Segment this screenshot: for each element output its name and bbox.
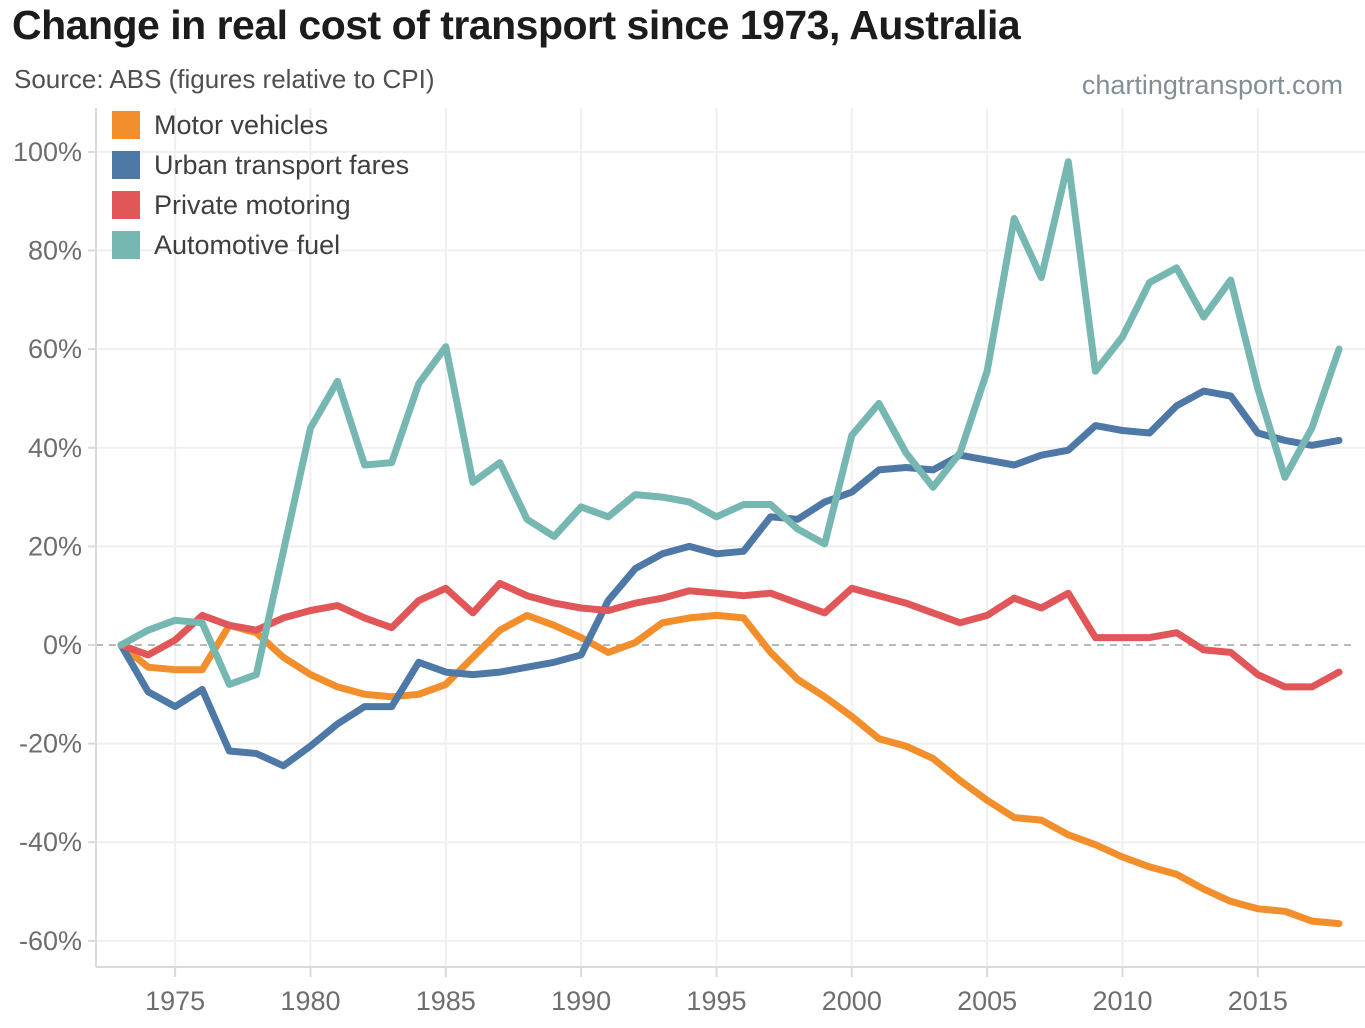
legend-swatch-private-motoring: [112, 191, 140, 219]
axis-layer: 1975 1980 1985 1990 1995 2000 2005 2010 2015 100%…: [13, 108, 1365, 1016]
legend-label: Motor vehicles: [154, 110, 329, 140]
legend-label: Private motoring: [154, 190, 351, 220]
x-tick-label: 1985: [416, 986, 476, 1016]
legend-swatch-motor-vehicles: [112, 111, 140, 139]
y-tick-label: -40%: [19, 827, 82, 857]
grid-layer: [96, 108, 1365, 967]
y-tick-label: 80%: [28, 236, 82, 266]
series-line-urban-transport-fares: [117, 387, 1343, 770]
legend-item-automotive-fuel: Automotive fuel: [112, 231, 409, 259]
watermark-text: chartingtransport.com: [1081, 70, 1343, 100]
chart-legend: Motor vehicles Urban transport fares Pri…: [112, 111, 409, 259]
legend-item-private-motoring: Private motoring: [112, 191, 409, 219]
y-tick-label: -20%: [19, 729, 82, 759]
x-tick-label: 2010: [1092, 986, 1152, 1016]
legend-item-urban-transport-fares: Urban transport fares: [112, 151, 409, 179]
series-line-motor-vehicles: [117, 611, 1343, 928]
y-tick-label: 40%: [28, 433, 82, 463]
x-tick-label: 1995: [686, 986, 746, 1016]
chart-title: Change in real cost of transport since 1…: [12, 2, 1021, 48]
y-tick-label: 60%: [28, 334, 82, 364]
x-tick-label: 2000: [822, 986, 882, 1016]
legend-item-motor-vehicles: Motor vehicles: [112, 111, 409, 139]
series-layer: [117, 158, 1343, 928]
legend-label: Automotive fuel: [154, 230, 341, 260]
legend-label: Urban transport fares: [154, 150, 410, 180]
chart-source-note: Source: ABS (figures relative to CPI): [14, 64, 435, 94]
y-tick-label: 100%: [13, 137, 82, 167]
series-line-automotive-fuel: [117, 158, 1343, 688]
legend-swatch-urban-transport-fares: [112, 151, 140, 179]
y-tick-label: -60%: [19, 926, 82, 956]
x-tick-label: 1990: [551, 986, 611, 1016]
x-tick-label: 2015: [1228, 986, 1288, 1016]
x-tick-label: 1980: [280, 986, 340, 1016]
y-tick-label: 20%: [28, 531, 82, 561]
y-tick-label: 0%: [43, 630, 82, 660]
series-line-private-motoring: [117, 579, 1343, 691]
x-tick-label: 1975: [145, 986, 205, 1016]
legend-swatch-automotive-fuel: [112, 231, 140, 259]
x-tick-label: 2005: [957, 986, 1017, 1016]
